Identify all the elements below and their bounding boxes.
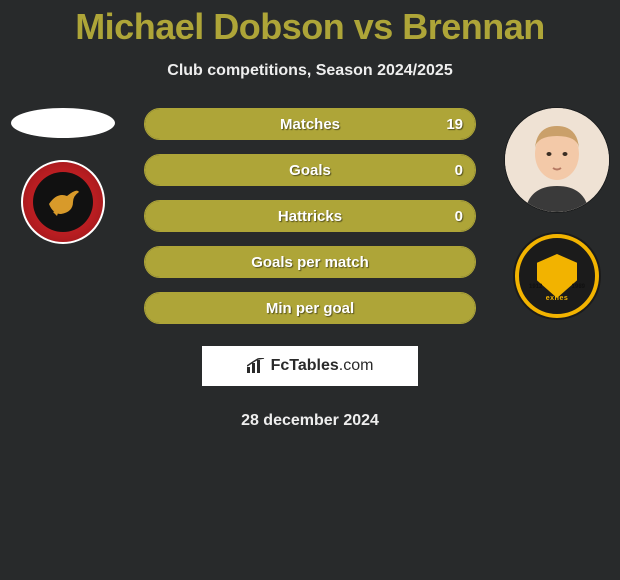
right-column: 19121989 exiles xyxy=(502,108,612,318)
stat-bar: Goals0 xyxy=(144,154,476,186)
fctables-logo: FcTables.com xyxy=(202,346,418,386)
logo-brand: FcTables xyxy=(271,357,339,374)
stat-value-right: 19 xyxy=(446,109,463,139)
bars-icon xyxy=(247,358,265,374)
stat-label: Goals per match xyxy=(145,247,475,277)
stats-column: Matches19Goals0Hattricks0Goals per match… xyxy=(118,108,502,430)
stat-bar: Min per goal xyxy=(144,292,476,324)
club-badge-left xyxy=(21,160,105,244)
stat-bar: Matches19 xyxy=(144,108,476,140)
stat-value-right: 0 xyxy=(455,201,463,231)
club-badge-right: 19121989 exiles xyxy=(515,234,599,318)
page-title: Michael Dobson vs Brennan xyxy=(0,0,620,48)
stat-label: Hattricks xyxy=(145,201,475,231)
stat-value-right: 0 xyxy=(455,155,463,185)
subtitle: Club competitions, Season 2024/2025 xyxy=(0,62,620,80)
date-line: 28 december 2024 xyxy=(241,412,379,430)
left-column xyxy=(8,108,118,244)
stat-bar: Hattricks0 xyxy=(144,200,476,232)
stat-label: Goals xyxy=(145,155,475,185)
stat-label: Matches xyxy=(145,109,475,139)
logo-suffix: .com xyxy=(339,357,374,374)
bird-icon xyxy=(43,182,83,222)
comparison-row: Matches19Goals0Hattricks0Goals per match… xyxy=(0,108,620,430)
stat-bar: Goals per match xyxy=(144,246,476,278)
player-right-avatar xyxy=(505,108,609,212)
stat-label: Min per goal xyxy=(145,293,475,323)
player-left-avatar xyxy=(11,108,115,138)
